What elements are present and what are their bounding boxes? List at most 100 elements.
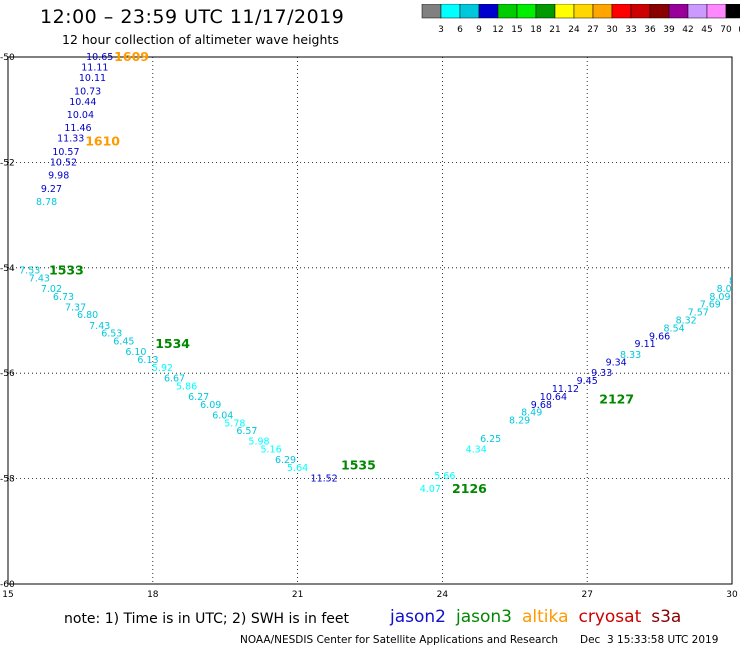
swh-value: 10.73 (74, 86, 101, 97)
swh-value: 9.98 (48, 171, 69, 182)
swh-value: 5.66 (434, 471, 455, 482)
swh-value: 7.43 (89, 321, 110, 332)
swh-value: 5.78 (224, 418, 245, 429)
pass-time-label: 1609 (114, 49, 149, 64)
colorbar-label: 15 (511, 25, 522, 35)
x-tick-label: 21 (292, 590, 303, 600)
swh-value: 5.16 (260, 445, 281, 456)
colorbar-label: 18 (530, 25, 542, 35)
swh-value: 11.12 (552, 384, 579, 395)
swh-value: 8.09 (709, 292, 730, 303)
swh-value: 8 (729, 276, 735, 287)
swh-value: 9.33 (591, 368, 612, 379)
swh-value: 8.32 (676, 316, 697, 327)
colorbar-label: 30 (606, 25, 618, 35)
swh-value: 5.64 (287, 463, 308, 474)
colorbar-label: 70 (720, 25, 732, 35)
chart-title: 12:00 – 23:59 UTC 11/17/2019 (40, 6, 345, 28)
swh-value: 10.11 (79, 73, 106, 84)
swh-value: 6.25 (480, 434, 501, 445)
pass-time-label: 2127 (599, 392, 634, 407)
swh-value: 10.44 (69, 97, 96, 108)
swh-value: 7.69 (700, 300, 721, 311)
colorbar-label: 3 (438, 25, 444, 35)
swh-value: 11.33 (57, 134, 84, 145)
swh-value: 9.66 (649, 331, 670, 342)
colorbar-label: 21 (549, 25, 560, 35)
swh-value: 10.65 (86, 52, 113, 63)
y-tick-label: -60 (0, 580, 15, 590)
credit-text: NOAA/NESDIS Center for Satellite Applica… (240, 634, 558, 646)
swh-value: 6.10 (125, 347, 146, 358)
swh-value: 9.45 (577, 376, 598, 387)
x-tick-label: 30 (726, 590, 738, 600)
colorbar-label: (ft) (738, 25, 740, 35)
swh-value: 9.68 (531, 400, 552, 411)
x-tick-label: 24 (437, 590, 449, 600)
swh-value: 7.37 (65, 302, 86, 313)
swh-value: 8.78 (36, 197, 57, 208)
swh-value: 5.98 (248, 437, 269, 448)
colorbar-label: 24 (568, 25, 580, 35)
colorbar-label: 33 (625, 25, 636, 35)
legend-entry: jason3 (456, 607, 512, 627)
colorbar-label: 6 (457, 25, 463, 35)
colorbar-label: 9 (476, 25, 482, 35)
pass-time-label: 1533 (49, 262, 84, 277)
swh-value: 10.52 (50, 157, 77, 168)
swh-value: 9.11 (635, 339, 656, 350)
pass-time-label: 1535 (341, 457, 376, 472)
swh-value: 6.73 (53, 292, 74, 303)
legend-entry: cryosat (578, 607, 642, 627)
swh-value: 7.02 (41, 284, 62, 295)
x-tick-label: 15 (2, 590, 13, 600)
swh-value: 11.11 (81, 63, 108, 74)
swh-value: 7.57 (688, 308, 709, 319)
colorbar-label: 45 (701, 25, 712, 35)
plot-frame (7, 56, 733, 585)
note-text: note: 1) Time is in UTC; 2) SWH is in fe… (64, 611, 350, 627)
swh-value: 6.53 (101, 329, 122, 340)
swh-value: 6.09 (200, 400, 221, 411)
swh-value: 8.33 (620, 350, 641, 361)
y-tick-label: -52 (0, 158, 15, 168)
plot-area: 15 18 21 24 27 30 -50 -52 -54 -56 -58 -60 10.6511.11… (0, 49, 738, 600)
swh-value: 6.80 (77, 310, 98, 321)
swh-value: 11.52 (311, 474, 338, 485)
swh-value: 6.27 (188, 392, 209, 403)
satellite-legend: jason2 jason3 altika cryosat s3a (390, 607, 691, 627)
swh-value: 6.45 (113, 337, 134, 348)
swh-value: 6.29 (275, 455, 296, 466)
swh-value: 4.07 (420, 484, 441, 495)
colorbar-swatch (725, 4, 740, 19)
y-tick-label: -54 (0, 264, 15, 274)
swh-value: 6.13 (137, 355, 158, 366)
pass-time-label: 1534 (155, 336, 190, 351)
legend-entry: s3a (651, 607, 682, 627)
swh-value: 7.53 (19, 265, 40, 276)
colorbar-label: 12 (492, 25, 503, 35)
legend-entry: jason2 (390, 607, 446, 627)
swh-value: 8.49 (521, 408, 542, 419)
y-tick-label: -56 (0, 369, 15, 379)
x-tick-label: 18 (147, 590, 159, 600)
swh-value: 5.86 (176, 381, 197, 392)
swh-value: 6.67 (164, 373, 185, 384)
swh-value: 5.92 (152, 363, 173, 374)
swh-value: 11.46 (64, 123, 91, 134)
colorbar-label: 36 (644, 25, 656, 35)
swh-value: 10.04 (67, 110, 94, 121)
x-tick-label: 27 (581, 590, 592, 600)
y-tick-label: -50 (0, 53, 15, 63)
swh-value: 10.64 (540, 392, 567, 403)
swh-value: 10.57 (52, 147, 79, 158)
pass-time-label: 1610 (85, 133, 120, 148)
legend-entry: altika (522, 607, 569, 627)
swh-value: 8.54 (664, 323, 685, 334)
colorbar-label: 42 (682, 25, 693, 35)
swh-value: 7.43 (29, 273, 50, 284)
colorbar-label: 27 (587, 25, 598, 35)
colorbar-label: 39 (663, 25, 675, 35)
chart-subtitle: 12 hour collection of altimeter wave hei… (62, 32, 339, 47)
